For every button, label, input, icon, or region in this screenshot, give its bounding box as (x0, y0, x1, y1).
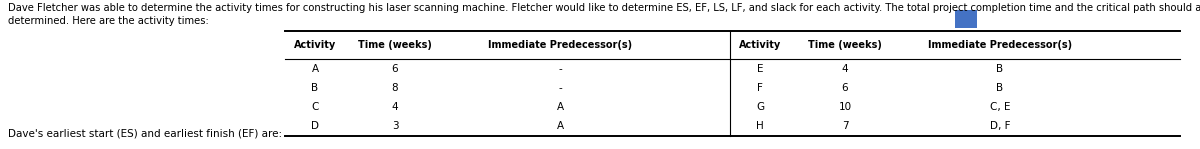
Text: 6: 6 (391, 64, 398, 74)
Text: Dave's earliest start (ES) and earliest finish (EF) are:: Dave's earliest start (ES) and earliest … (8, 129, 282, 139)
Text: 8: 8 (391, 83, 398, 93)
Text: E: E (757, 64, 763, 74)
Text: H: H (756, 121, 764, 131)
Text: 3: 3 (391, 121, 398, 131)
Text: F: F (757, 83, 763, 93)
Text: B: B (996, 83, 1003, 93)
Text: C: C (311, 102, 319, 112)
Text: Immediate Predecessor(s): Immediate Predecessor(s) (928, 40, 1072, 50)
Text: -: - (558, 83, 562, 93)
Text: C, E: C, E (990, 102, 1010, 112)
Text: B: B (312, 83, 318, 93)
Text: D, F: D, F (990, 121, 1010, 131)
Text: Time (weeks): Time (weeks) (808, 40, 882, 50)
Text: 4: 4 (841, 64, 848, 74)
Text: Dave Fletcher was able to determine the activity times for constructing his lase: Dave Fletcher was able to determine the … (8, 3, 1200, 13)
Text: A: A (557, 121, 564, 131)
Text: Immediate Predecessor(s): Immediate Predecessor(s) (488, 40, 632, 50)
Text: 7: 7 (841, 121, 848, 131)
Text: G: G (756, 102, 764, 112)
Text: Time (weeks): Time (weeks) (358, 40, 432, 50)
Text: determined. Here are the activity times:: determined. Here are the activity times: (8, 16, 209, 26)
Text: Activity: Activity (739, 40, 781, 50)
Text: 10: 10 (839, 102, 852, 112)
Text: A: A (312, 64, 318, 74)
Text: 6: 6 (841, 83, 848, 93)
Text: 4: 4 (391, 102, 398, 112)
Text: B: B (996, 64, 1003, 74)
Text: A: A (557, 102, 564, 112)
Bar (955, 10, 977, 28)
Text: D: D (311, 121, 319, 131)
Text: -: - (558, 64, 562, 74)
Text: Activity: Activity (294, 40, 336, 50)
